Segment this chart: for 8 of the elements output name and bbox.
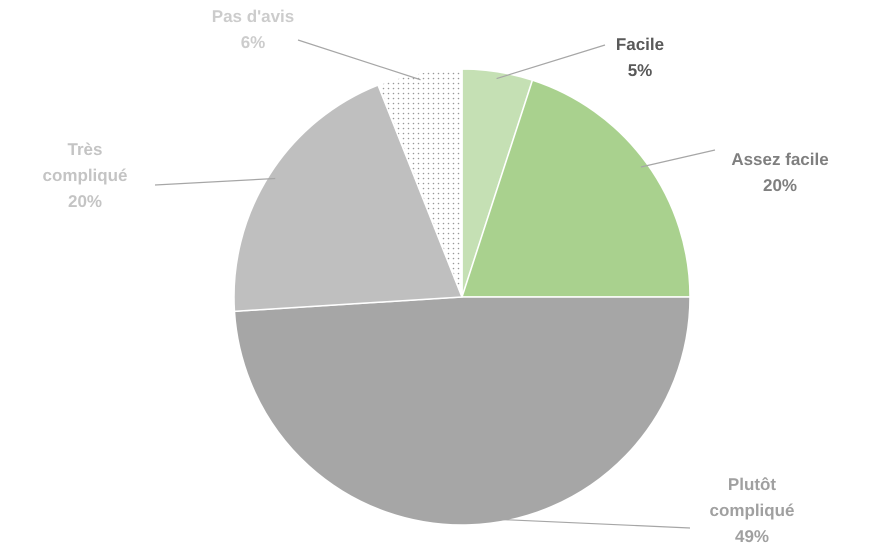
data-label: 20% xyxy=(762,176,798,195)
data-label: 49% xyxy=(734,527,770,546)
slice-label: Plutôt compliqué xyxy=(709,475,795,520)
data-label: 20% xyxy=(68,192,102,211)
slice-label: Très compliqué xyxy=(42,140,128,185)
slice-label: Assez facile xyxy=(731,150,829,169)
data-label: 5% xyxy=(628,61,652,80)
slice-label: Facile xyxy=(616,35,664,54)
